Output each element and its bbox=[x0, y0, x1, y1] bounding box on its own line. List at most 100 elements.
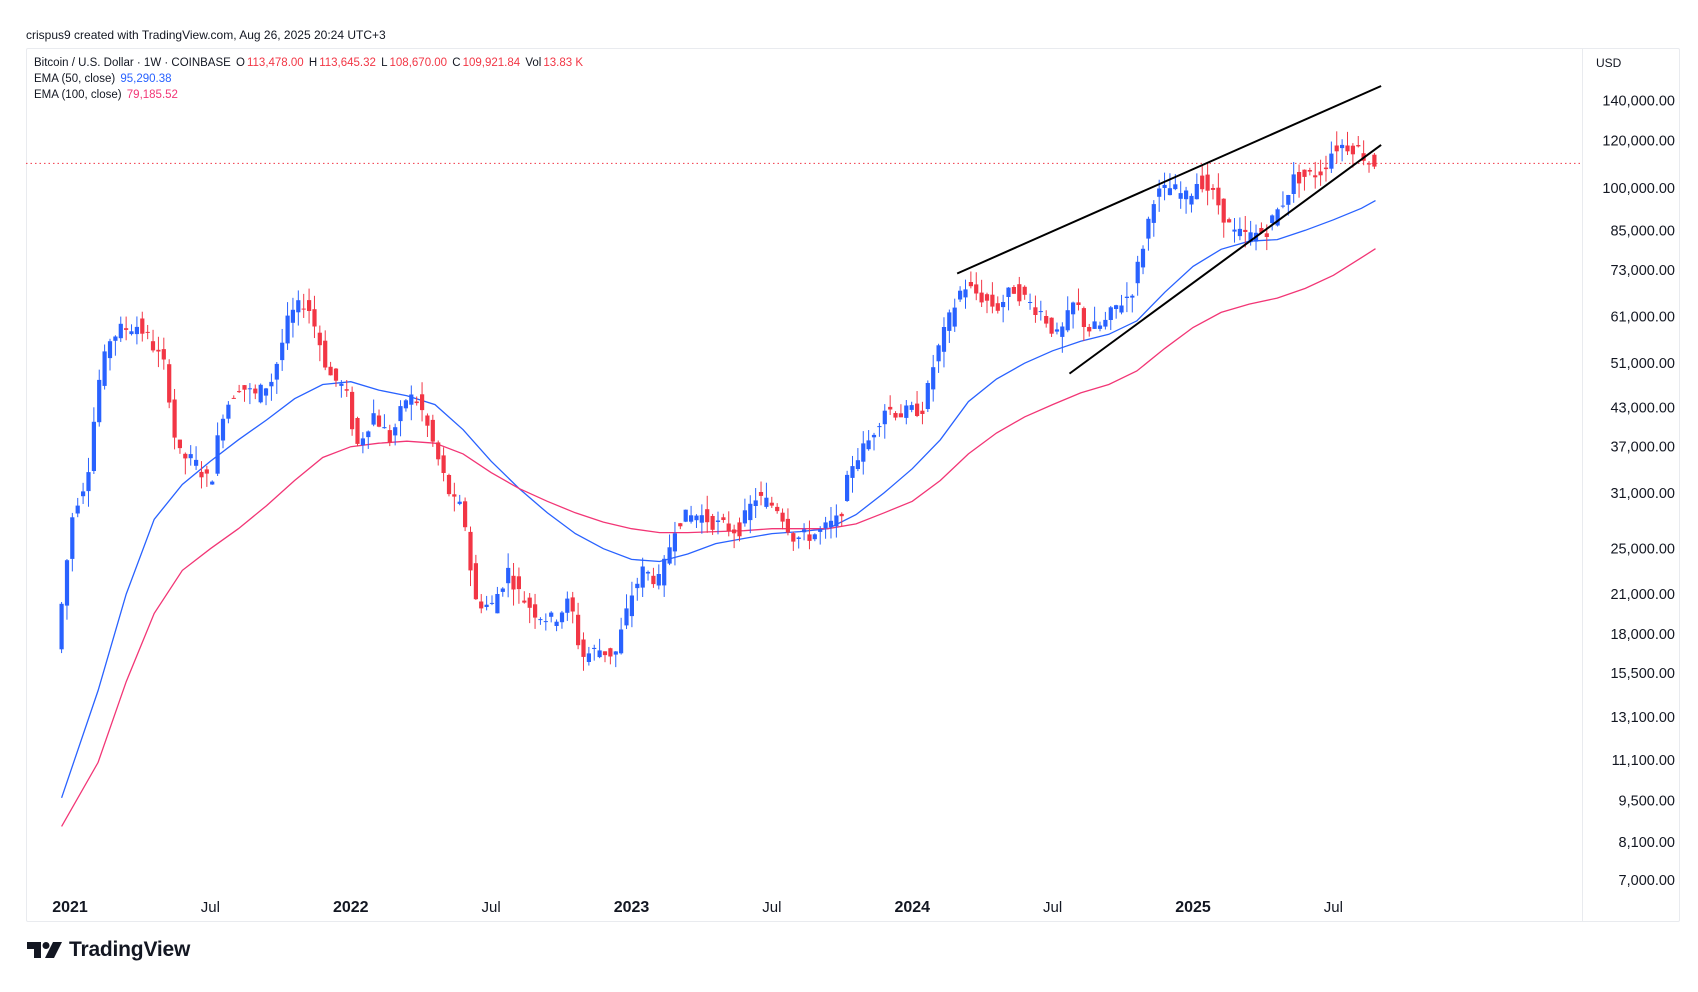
candle-down bbox=[1210, 188, 1216, 190]
candle-up bbox=[904, 405, 909, 418]
candle-down bbox=[145, 331, 150, 333]
candle-up bbox=[194, 459, 199, 466]
candle-up bbox=[635, 583, 640, 589]
candle-up bbox=[91, 421, 96, 471]
candle-up bbox=[1028, 302, 1033, 303]
candle-up bbox=[1054, 329, 1060, 332]
y-tick-label: 18,000.00 bbox=[1610, 627, 1675, 643]
candle-down bbox=[376, 415, 382, 427]
ema50-label: EMA (50, close) bbox=[34, 73, 116, 85]
x-tick-label: 2021 bbox=[52, 899, 88, 916]
close-label: C bbox=[452, 57, 461, 69]
candle-up bbox=[742, 510, 747, 524]
candle-up bbox=[834, 515, 839, 527]
ema100-label: EMA (100, close) bbox=[34, 89, 122, 101]
y-tick-label: 73,000.00 bbox=[1610, 263, 1675, 279]
y-tick-label: 25,000.00 bbox=[1610, 542, 1675, 558]
candle-down bbox=[172, 399, 177, 438]
candle-up bbox=[1189, 195, 1194, 205]
candle-down bbox=[602, 651, 608, 656]
candle-up bbox=[360, 438, 365, 446]
candle-up bbox=[64, 560, 70, 606]
candle-up bbox=[81, 491, 86, 497]
upper-trendline bbox=[956, 85, 1382, 275]
candle-down bbox=[1076, 302, 1081, 305]
ema50-row[interactable]: EMA (50, close) 95,290.38 bbox=[34, 71, 585, 87]
candle-up bbox=[1130, 295, 1135, 298]
candle-down bbox=[1011, 287, 1016, 294]
ema100-row[interactable]: EMA (100, close) 79,185.52 bbox=[34, 87, 585, 103]
candle-down bbox=[124, 328, 129, 330]
candle-up bbox=[409, 394, 414, 405]
candle-up bbox=[936, 345, 941, 362]
candle-up bbox=[689, 515, 694, 522]
candle-up bbox=[1151, 204, 1156, 223]
ema100-value: 79,185.52 bbox=[126, 89, 178, 101]
candle-down bbox=[350, 391, 355, 430]
candle-up bbox=[1237, 228, 1242, 237]
candle-up bbox=[1135, 261, 1140, 284]
candle-up bbox=[1124, 296, 1129, 298]
ema50-value: 95,290.38 bbox=[120, 73, 172, 85]
open-label: O bbox=[236, 57, 245, 69]
candle-up bbox=[1140, 248, 1146, 268]
candle-up bbox=[247, 388, 252, 390]
candle-up bbox=[538, 619, 543, 621]
candle-up bbox=[1340, 144, 1345, 149]
candle-up bbox=[226, 404, 231, 419]
candle-down bbox=[463, 501, 468, 528]
candle-up bbox=[877, 426, 882, 428]
candle-down bbox=[355, 418, 360, 444]
candle-down bbox=[984, 294, 990, 301]
author-name: crispus9 bbox=[26, 28, 71, 42]
chart-caption: crispus9 created with TradingView.com, A… bbox=[26, 28, 386, 42]
y-tick-label: 61,000.00 bbox=[1610, 310, 1675, 326]
candle-down bbox=[237, 391, 242, 393]
candle-up bbox=[683, 509, 688, 522]
chart-panel[interactable] bbox=[26, 48, 1680, 922]
candle-up bbox=[1286, 195, 1291, 205]
candle-up bbox=[102, 351, 107, 386]
candle-up bbox=[925, 383, 930, 409]
candle-up bbox=[129, 331, 134, 335]
candle-down bbox=[1044, 316, 1049, 324]
y-tick-label: 13,100.00 bbox=[1610, 710, 1675, 726]
candle-down bbox=[177, 439, 182, 449]
candle-up bbox=[748, 503, 753, 521]
candle-down bbox=[678, 523, 683, 527]
candle-down bbox=[441, 455, 446, 473]
candle-down bbox=[785, 518, 790, 533]
candle-down bbox=[414, 401, 419, 404]
candle-down bbox=[1216, 187, 1221, 206]
candle-up bbox=[506, 567, 511, 584]
candle-down bbox=[479, 601, 484, 609]
candle-up bbox=[1146, 218, 1151, 239]
x-tick-label: Jul bbox=[1043, 899, 1062, 916]
candle-up bbox=[1184, 190, 1189, 200]
currency-label[interactable]: USD bbox=[1596, 56, 1622, 70]
candle-down bbox=[791, 533, 796, 542]
tradingview-logo[interactable]: TradingView bbox=[27, 938, 190, 962]
y-tick-label: 120,000.00 bbox=[1602, 134, 1675, 150]
symbol-title[interactable]: Bitcoin / U.S. Dollar · 1W · COINBASE bbox=[34, 57, 231, 69]
tradingview-logo-text: TradingView bbox=[69, 938, 191, 961]
candle-down bbox=[893, 413, 898, 418]
high-label: H bbox=[308, 57, 318, 69]
candle-down bbox=[1259, 228, 1264, 233]
candle-up bbox=[371, 413, 376, 425]
candle-up bbox=[258, 384, 263, 403]
candle-down bbox=[775, 506, 780, 512]
candle-up bbox=[484, 604, 489, 607]
tradingview-logo-icon bbox=[27, 942, 62, 958]
y-tick-label: 15,500.00 bbox=[1610, 666, 1675, 682]
candle-down bbox=[199, 471, 204, 478]
candle-down bbox=[1302, 169, 1307, 177]
snapshot-timestamp: Aug 26, 2025 20:24 UTC+3 bbox=[239, 28, 386, 42]
candle-up bbox=[489, 602, 495, 604]
x-tick-label: Jul bbox=[1324, 899, 1343, 916]
candle-down bbox=[1334, 145, 1339, 152]
y-tick-label: 140,000.00 bbox=[1602, 93, 1675, 109]
candle-up bbox=[134, 326, 139, 335]
